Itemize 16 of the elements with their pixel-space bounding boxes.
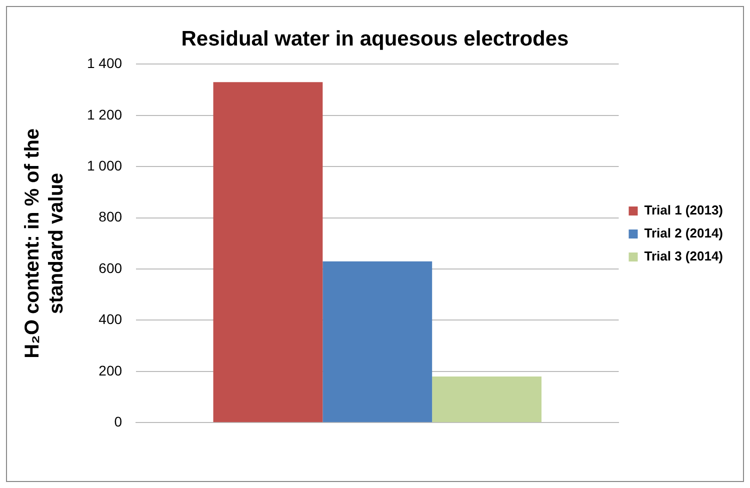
- y-tick-label: 600: [98, 260, 122, 276]
- y-tick-label: 800: [98, 208, 122, 225]
- bar: [213, 82, 323, 422]
- y-axis-title: H₂O content: in % of the standard value: [22, 128, 68, 358]
- chart-title: Residual water in aquesous electrodes: [181, 27, 569, 50]
- y-tick-label: 1 200: [86, 106, 122, 122]
- legend-label: Trial 2 (2014): [644, 226, 724, 241]
- bar: [432, 376, 542, 422]
- y-tick-label: 0: [114, 413, 122, 430]
- legend-label: Trial 1 (2013): [644, 202, 724, 218]
- legend-label: Trial 3 (2014): [644, 248, 724, 264]
- y-tick-label: 200: [98, 362, 122, 378]
- y-tick-label: 1 000: [86, 157, 122, 174]
- bar: [322, 261, 432, 422]
- y-tick-label: 400: [98, 311, 122, 328]
- y-tick-label: 1 400: [86, 55, 122, 72]
